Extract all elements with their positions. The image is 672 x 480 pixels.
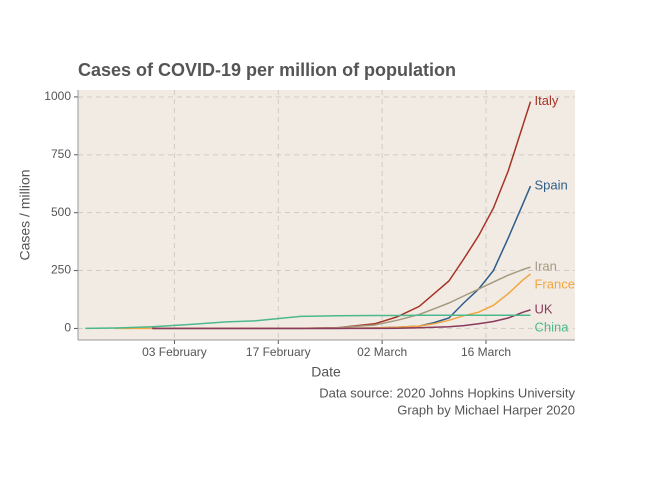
x-axis-label: Date xyxy=(311,364,341,380)
caption: Data source: 2020 Johns Hopkins Universi… xyxy=(319,385,575,400)
line-label: Iran xyxy=(534,259,556,274)
y-tick-label: 0 xyxy=(64,321,71,335)
y-tick-label: 750 xyxy=(51,147,71,161)
line-label: France xyxy=(534,277,574,292)
y-axis-label: Cases / million xyxy=(17,169,33,260)
line xyxy=(85,314,531,330)
x-tick-label: 03 February xyxy=(142,345,207,359)
x-tick-label: 17 February xyxy=(246,345,311,359)
x-tick-label: 02 March xyxy=(357,345,407,359)
caption: Graph by Michael Harper 2020 xyxy=(397,402,575,417)
line-label: UK xyxy=(534,301,552,316)
x-tick-label: 16 March xyxy=(461,345,511,359)
plot-panel xyxy=(78,90,575,340)
y-tick-label: 500 xyxy=(51,205,71,219)
line xyxy=(300,266,531,330)
y-tick-label: 1000 xyxy=(44,89,71,103)
line xyxy=(152,309,531,330)
y-tick-label: 250 xyxy=(51,263,71,277)
line-label: Italy xyxy=(534,93,558,108)
line-label: Spain xyxy=(534,178,567,193)
chart-title: Cases of COVID-19 per million of populat… xyxy=(78,60,456,80)
line-label: China xyxy=(534,319,569,334)
